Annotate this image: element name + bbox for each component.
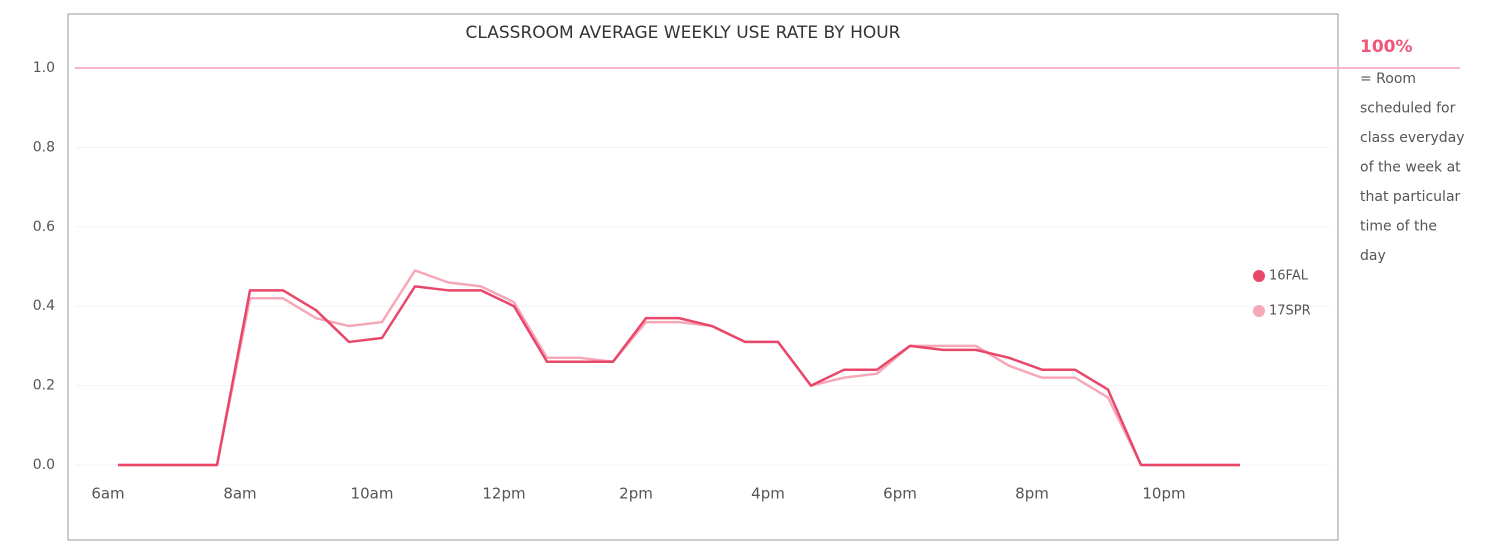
chart-title: CLASSROOM AVERAGE WEEKLY USE RATE BY HOU…	[466, 23, 901, 43]
annotation-line: class everyday	[1360, 130, 1465, 146]
annotation-line: scheduled for	[1360, 101, 1456, 117]
legend-label: 17SPR	[1269, 304, 1311, 319]
annotation-line: = Room	[1360, 71, 1416, 87]
annotation-line: day	[1360, 248, 1386, 264]
x-tick-label: 10pm	[1142, 485, 1185, 503]
y-tick-label: 0.8	[33, 139, 55, 155]
x-tick-label: 10am	[351, 485, 394, 503]
annotation-line: that particular	[1360, 189, 1461, 205]
annotation-title: 100%	[1360, 37, 1413, 57]
legend-label: 16FAL	[1269, 269, 1309, 284]
y-tick-label: 0.6	[33, 219, 55, 235]
x-tick-label: 2pm	[619, 485, 653, 503]
series-line	[118, 269, 1240, 467]
y-tick-label: 1.0	[33, 60, 55, 76]
x-tick-label: 4pm	[751, 485, 785, 503]
x-tick-label: 6pm	[883, 485, 917, 503]
annotation-line: time of the	[1360, 219, 1437, 235]
y-tick-label: 0.4	[33, 298, 55, 314]
y-tick-label: 0.2	[33, 378, 55, 394]
x-tick-label: 8pm	[1015, 485, 1049, 503]
x-tick-label: 6am	[91, 485, 124, 503]
x-tick-label: 8am	[223, 485, 256, 503]
x-tick-label: 12pm	[482, 485, 525, 503]
legend-swatch	[1253, 270, 1265, 282]
legend-swatch	[1253, 305, 1265, 317]
y-tick-label: 0.0	[33, 457, 55, 473]
annotation-line: of the week at	[1360, 160, 1461, 176]
chart-frame	[67, 13, 1339, 541]
series-line	[118, 285, 1240, 467]
